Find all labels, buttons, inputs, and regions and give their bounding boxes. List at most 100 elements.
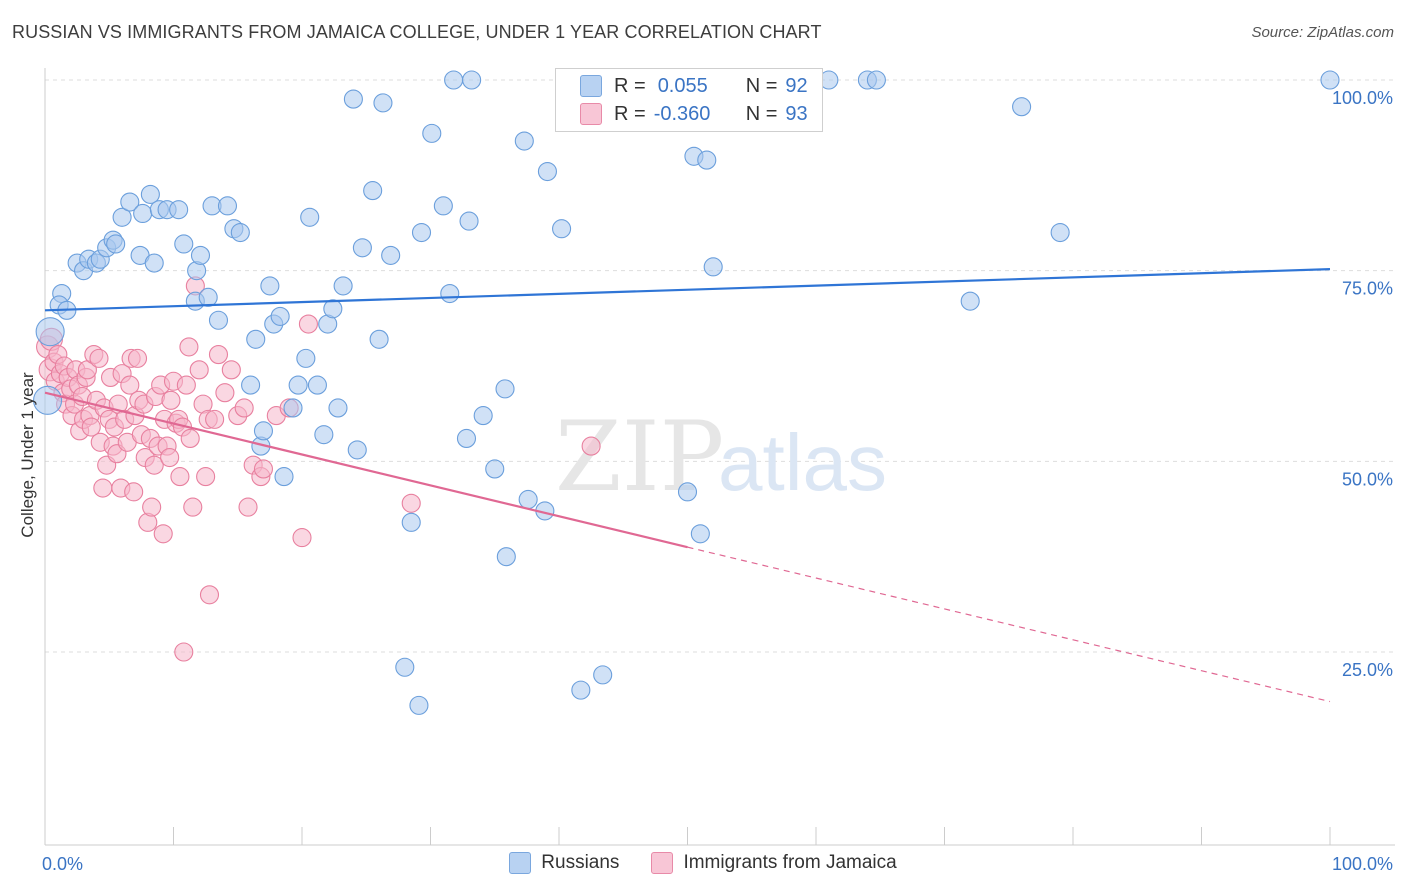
russian-point [363, 181, 383, 201]
legend-swatch-jamaica [651, 852, 674, 874]
jamaica-point [142, 497, 162, 517]
russian-point [333, 276, 353, 296]
y-tick-label: 100.0% [1332, 88, 1393, 108]
legend-r-label: R = [614, 74, 646, 97]
jamaica-point [179, 337, 199, 357]
russian-point [496, 547, 516, 567]
russian-point [112, 207, 132, 227]
y-axis-label: College, Under 1 year [18, 372, 37, 538]
russian-point [270, 306, 290, 326]
legend-n-value-russians: 92 [785, 74, 808, 97]
legend-r-value-russians: 0.055 [657, 74, 708, 97]
russian-point [1012, 97, 1032, 117]
russian-point [307, 375, 327, 395]
jamaica-point [292, 528, 312, 548]
legend-row-jamaica: R = -0.360 N = 93 [556, 100, 808, 128]
jamaica-point [234, 398, 254, 418]
russian-point [198, 287, 218, 307]
russian-point [485, 459, 505, 479]
russian-point [433, 196, 453, 216]
russian-point [253, 421, 274, 441]
jamaica-point [160, 447, 180, 468]
trend-line-russians [44, 268, 1331, 312]
russian-point [314, 425, 334, 445]
series-legend: Russians Immigrants from Jamaica [0, 852, 1406, 874]
russian-point [120, 192, 140, 212]
jamaica-point [298, 314, 318, 334]
russian-point [571, 680, 591, 700]
y-tick-label: 25.0% [1342, 660, 1393, 680]
russian-point [1320, 70, 1340, 90]
russian-point [537, 161, 557, 182]
jamaica-point [215, 383, 235, 403]
legend-row-russians: R = 0.055 N = 92 [556, 72, 808, 100]
jamaica-point [205, 409, 225, 429]
legend-item-russians: Russians [509, 852, 619, 874]
jamaica-point [176, 375, 196, 395]
russian-point [369, 329, 389, 349]
russian-point [328, 398, 348, 418]
y-tick-label: 50.0% [1342, 469, 1393, 489]
legend-n-label: N = [745, 102, 778, 125]
russian-point [495, 379, 515, 399]
russian-point [241, 375, 261, 395]
chart-title: RUSSIAN VS IMMIGRANTS FROM JAMAICA COLLE… [12, 22, 822, 42]
russian-point [690, 524, 710, 544]
tick-labels: 25.0% 50.0% 75.0% 100.0% 0.0% 100.0% [42, 88, 1393, 874]
watermark-atlas: atlas [718, 418, 887, 507]
russian-point [230, 222, 250, 243]
jamaica-point [199, 585, 220, 605]
russian-point [1050, 222, 1070, 243]
russian-point [518, 489, 538, 510]
grid-lines [45, 79, 1395, 653]
russian-point [323, 299, 343, 319]
trend-line-jamaica [44, 391, 688, 549]
russian-point [352, 238, 372, 258]
russian-point [106, 234, 126, 254]
jamaica-point [238, 497, 258, 517]
jamaica-point [93, 478, 113, 498]
jamaica-point [581, 436, 601, 456]
russian-point [260, 276, 280, 296]
russian-point [552, 219, 572, 239]
russian-point [288, 375, 308, 395]
jamaica-point [127, 348, 148, 368]
russian-point [140, 184, 160, 204]
legend-n-value-jamaica: 93 [785, 102, 808, 125]
jamaica-point [120, 375, 140, 395]
russian-point [33, 385, 63, 415]
legend-label-russians: Russians [541, 852, 620, 873]
jamaica-point [161, 390, 181, 410]
russian-point [274, 467, 294, 487]
russian-point [381, 245, 401, 265]
russian-point [395, 657, 415, 677]
russian-point [300, 207, 320, 227]
jamaica-point [401, 493, 421, 513]
x-tick-label: 0.0% [42, 854, 83, 874]
russian-point [444, 70, 464, 90]
russian-point [174, 234, 194, 254]
legend-swatch-jamaica [580, 103, 602, 125]
y-tick-label: 75.0% [1342, 279, 1393, 299]
russian-point [960, 291, 980, 311]
jamaica-point [174, 642, 194, 662]
russian-point [133, 203, 153, 224]
source-label: Source: ZipAtlas.com [1251, 24, 1394, 41]
watermark: ZIP atlas [555, 401, 887, 513]
russian-point [296, 348, 316, 368]
russian-point [401, 512, 421, 532]
russian-point [409, 695, 429, 715]
russian-point [703, 257, 723, 277]
jamaica-point [81, 417, 101, 437]
russian-point [866, 70, 886, 90]
jamaica-point [170, 467, 190, 487]
russian-point [677, 482, 698, 502]
jamaica-point [208, 345, 229, 365]
russian-point [411, 222, 432, 243]
legend-swatch-russians [509, 852, 532, 874]
russian-point [422, 123, 442, 143]
russian-point [283, 398, 303, 418]
russian-point [35, 317, 65, 347]
legend-r-value-jamaica: -0.360 [653, 102, 711, 125]
russian-point [440, 283, 460, 304]
